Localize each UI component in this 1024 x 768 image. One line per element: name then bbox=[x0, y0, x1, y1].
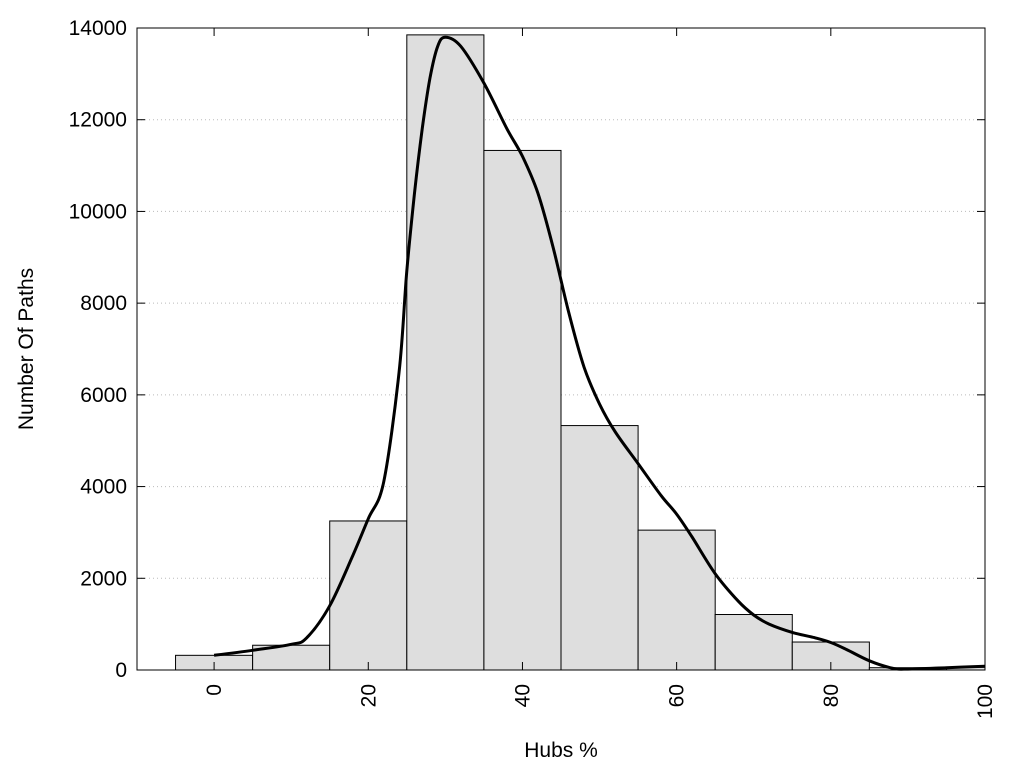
histogram-bar bbox=[637, 529, 716, 671]
histogram-bar bbox=[329, 520, 408, 671]
x-tick-label: 20 bbox=[357, 684, 380, 707]
x-tick-label: 80 bbox=[820, 684, 843, 707]
x-tick-label: 0 bbox=[203, 684, 226, 696]
y-tick-label: 2000 bbox=[80, 567, 127, 590]
x-tick-label: 60 bbox=[666, 684, 689, 707]
y-tick-label: 0 bbox=[115, 659, 127, 682]
y-tick-label: 8000 bbox=[80, 292, 127, 315]
y-tick-label: 10000 bbox=[69, 200, 127, 223]
histogram-bar bbox=[406, 34, 485, 671]
y-axis-ticks: 0 2000 4000 6000 8000 10000 12000 14000 bbox=[69, 17, 985, 682]
y-tick-label: 4000 bbox=[80, 476, 127, 499]
x-axis-label: Hubs % bbox=[524, 739, 598, 762]
x-tick-label: 40 bbox=[511, 684, 534, 707]
y-axis-label: Number Of Paths bbox=[15, 268, 38, 430]
density-curve-line bbox=[213, 35, 986, 671]
histogram-bar bbox=[560, 425, 639, 671]
density-curve bbox=[213, 35, 986, 671]
y-tick-label: 12000 bbox=[69, 109, 127, 132]
plot-frame bbox=[136, 27, 986, 671]
histogram-bar bbox=[483, 149, 562, 671]
histogram-bar bbox=[714, 614, 793, 671]
x-axis-ticks: 0 20 40 60 80 100 bbox=[203, 28, 997, 719]
x-tick-label: 100 bbox=[974, 684, 997, 719]
y-tick-label: 6000 bbox=[80, 384, 127, 407]
y-tick-label: 14000 bbox=[69, 17, 127, 40]
